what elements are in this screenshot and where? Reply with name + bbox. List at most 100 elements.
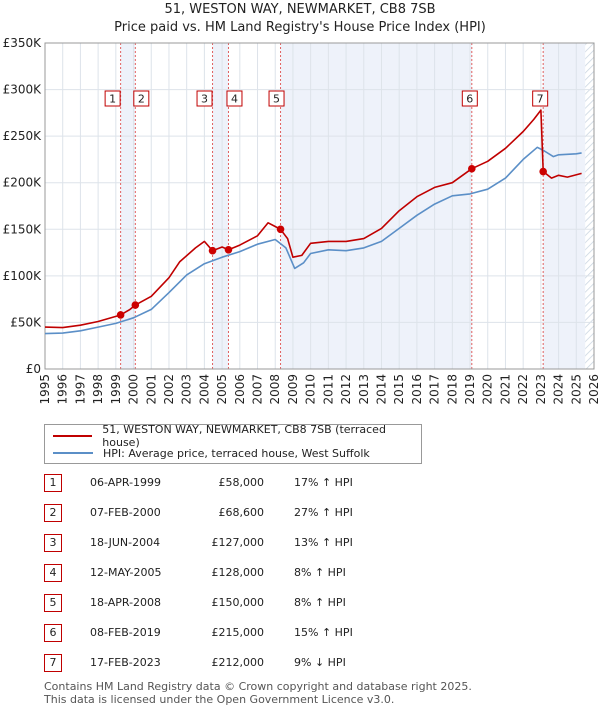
sale-number-label: 1 bbox=[109, 93, 116, 106]
table-row: 7 17-FEB-2023 £212,000 9% ↓ HPI bbox=[44, 652, 544, 674]
sale-number-box bbox=[104, 90, 121, 107]
shaded-period bbox=[212, 43, 229, 369]
x-tick-label: 2023 bbox=[534, 374, 548, 405]
transaction-hpi-diff: 13% ↑ HPI bbox=[294, 536, 353, 549]
transaction-date: 17-FEB-2023 bbox=[90, 656, 161, 669]
table-row: 3 18-JUN-2004 £127,000 13% ↑ HPI bbox=[44, 532, 544, 554]
transaction-price: £68,600 bbox=[218, 506, 265, 519]
transaction-price: £128,000 bbox=[211, 566, 265, 579]
y-tick-label: £350K bbox=[3, 36, 43, 50]
transaction-number: 2 bbox=[44, 504, 62, 522]
x-tick-label: 2013 bbox=[357, 374, 371, 405]
x-tick-label: 2011 bbox=[321, 374, 335, 405]
sale-number-box bbox=[268, 90, 285, 107]
x-tick-label: 2021 bbox=[498, 374, 512, 405]
sale-point bbox=[468, 164, 476, 173]
x-tick-label: 2025 bbox=[569, 374, 583, 405]
sale-point bbox=[131, 301, 140, 309]
price-chart: £0 £50K £100K £150K £200K £250K £300K £350K 1995… bbox=[3, 36, 600, 405]
series-property-line bbox=[44, 109, 582, 329]
transaction-date: 18-APR-2008 bbox=[90, 596, 162, 609]
sale-point bbox=[276, 225, 285, 234]
sale-number-box bbox=[461, 90, 478, 107]
footer-copyright: Contains HM Land Registry data © Crown c… bbox=[44, 680, 472, 693]
transaction-date: 07-FEB-2000 bbox=[90, 506, 161, 519]
sale-number-label: 7 bbox=[537, 93, 544, 106]
sale-number-label: 2 bbox=[138, 93, 145, 106]
y-tick-label: £0 bbox=[26, 362, 41, 376]
sale-point bbox=[208, 246, 217, 255]
transaction-price: £212,000 bbox=[211, 656, 265, 669]
x-tick-label: 1995 bbox=[38, 374, 52, 405]
legend-swatch-hpi bbox=[53, 452, 93, 454]
y-tick-label: £150K bbox=[3, 222, 43, 236]
sale-number-label: 3 bbox=[201, 93, 208, 106]
sale-point bbox=[116, 311, 125, 319]
table-row: 5 18-APR-2008 £150,000 8% ↑ HPI bbox=[44, 592, 544, 614]
y-tick-label: £250K bbox=[3, 129, 43, 143]
shaded-period bbox=[280, 43, 472, 369]
x-tick-label: 1999 bbox=[109, 374, 123, 405]
legend-swatch-property bbox=[53, 435, 93, 437]
transaction-hpi-diff: 27% ↑ HPI bbox=[294, 506, 353, 519]
x-tick-label: 2017 bbox=[428, 374, 442, 405]
transaction-price: £150,000 bbox=[211, 596, 265, 609]
sale-number-box bbox=[532, 90, 549, 107]
transaction-hpi-diff: 9% ↓ HPI bbox=[294, 656, 346, 669]
chart-title: 51, WESTON WAY, NEWMARKET, CB8 7SB bbox=[164, 2, 436, 17]
shaded-period bbox=[543, 43, 586, 369]
transaction-number: 5 bbox=[44, 594, 62, 612]
x-tick-label: 2008 bbox=[268, 374, 282, 405]
sale-number-box bbox=[133, 90, 150, 107]
transaction-hpi-diff: 8% ↑ HPI bbox=[294, 596, 346, 609]
x-tick-label: 2009 bbox=[286, 374, 300, 405]
plot-frame bbox=[44, 42, 595, 370]
x-tick-label: 2004 bbox=[197, 374, 211, 405]
transaction-number: 7 bbox=[44, 654, 62, 672]
table-row: 2 07-FEB-2000 £68,600 27% ↑ HPI bbox=[44, 502, 544, 524]
x-tick-label: 2001 bbox=[144, 374, 158, 405]
transaction-price: £215,000 bbox=[211, 626, 265, 639]
x-tick-label: 1998 bbox=[91, 374, 105, 405]
sale-point bbox=[224, 245, 233, 254]
x-tick-label: 2012 bbox=[339, 374, 353, 405]
sale-number-box bbox=[196, 90, 213, 107]
table-row: 1 06-APR-1999 £58,000 17% ↑ HPI bbox=[44, 472, 544, 494]
transaction-date: 12-MAY-2005 bbox=[90, 566, 162, 579]
transaction-number: 4 bbox=[44, 564, 62, 582]
chart-subtitle: Price paid vs. HM Land Registry's House … bbox=[114, 20, 486, 35]
transaction-number: 3 bbox=[44, 534, 62, 552]
x-tick-label: 2010 bbox=[304, 374, 318, 405]
transaction-date: 08-FEB-2019 bbox=[90, 626, 161, 639]
x-tick-label: 2018 bbox=[445, 374, 459, 405]
forecast-hatch bbox=[585, 43, 594, 369]
x-tick-label: 2007 bbox=[251, 374, 265, 405]
legend-label-property: 51, WESTON WAY, NEWMARKET, CB8 7SB (terr… bbox=[102, 423, 386, 449]
x-tick-label: 1996 bbox=[56, 374, 70, 405]
transaction-date: 06-APR-1999 bbox=[90, 476, 162, 489]
series-hpi-line bbox=[44, 146, 582, 335]
legend-item-property: 51, WESTON WAY, NEWMARKET, CB8 7SB (terr… bbox=[53, 423, 421, 449]
x-tick-label: 2022 bbox=[516, 374, 530, 405]
x-tick-label: 2015 bbox=[392, 374, 406, 405]
x-tick-label: 2020 bbox=[481, 374, 495, 405]
sale-number-label: 4 bbox=[231, 93, 238, 106]
y-tick-label: £50K bbox=[10, 315, 42, 329]
transaction-hpi-diff: 17% ↑ HPI bbox=[294, 476, 353, 489]
x-tick-label: 2019 bbox=[463, 374, 477, 405]
x-tick-label: 2005 bbox=[215, 374, 229, 405]
transaction-price: £58,000 bbox=[218, 476, 265, 489]
x-tick-label: 2006 bbox=[233, 374, 247, 405]
y-tick-label: £200K bbox=[3, 176, 43, 190]
table-row: 6 08-FEB-2019 £215,000 15% ↑ HPI bbox=[44, 622, 544, 644]
x-tick-label: 2002 bbox=[162, 374, 176, 405]
legend-label-hpi: HPI: Average price, terraced house, West… bbox=[103, 446, 370, 460]
transaction-hpi-diff: 15% ↑ HPI bbox=[294, 626, 353, 639]
sale-point bbox=[539, 167, 547, 176]
y-tick-label: £300K bbox=[3, 83, 43, 97]
transaction-number: 6 bbox=[44, 624, 62, 642]
transaction-date: 18-JUN-2004 bbox=[90, 536, 161, 549]
x-tick-label: 1997 bbox=[73, 374, 87, 405]
x-tick-label: 2016 bbox=[410, 374, 424, 405]
sale-number-box bbox=[226, 90, 243, 107]
